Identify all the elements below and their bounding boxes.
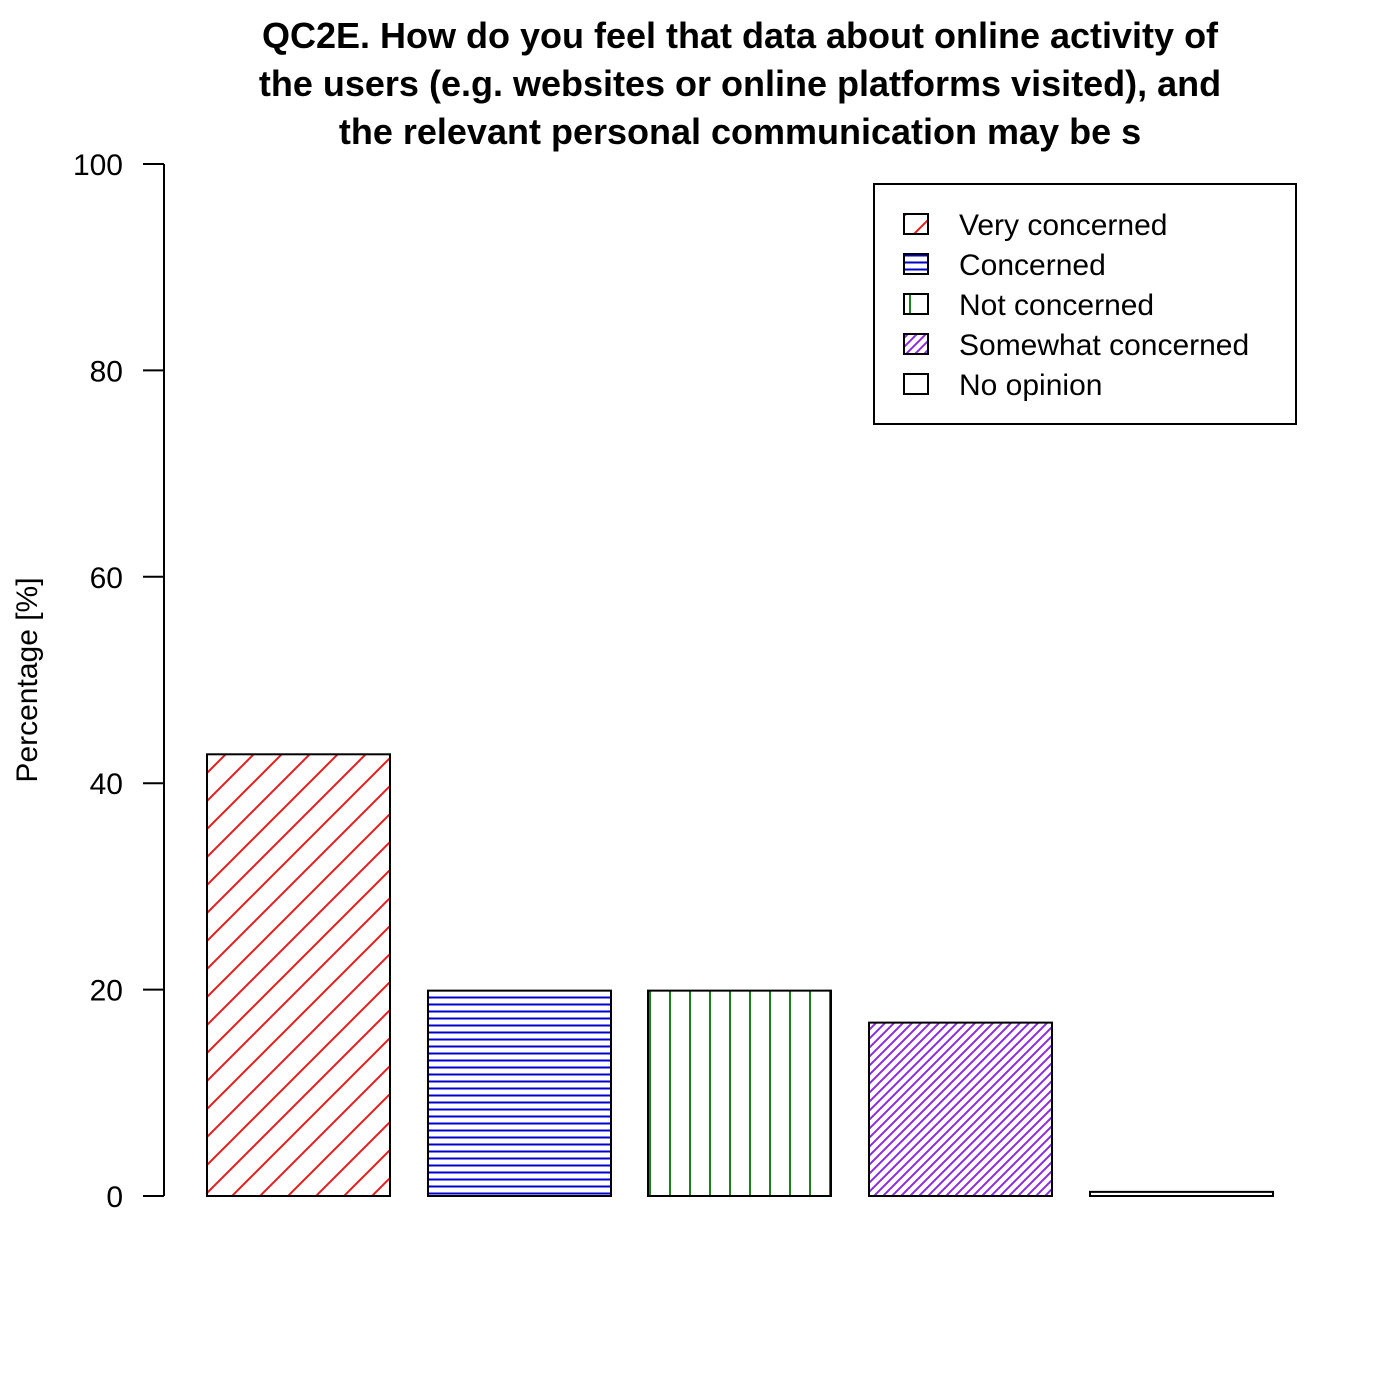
y-axis: 0 20 40 60 80 100 <box>73 149 165 1214</box>
y-tick-label: 0 <box>106 1181 123 1214</box>
y-tick-label: 80 <box>90 355 123 388</box>
legend-label: No opinion <box>959 369 1102 402</box>
legend-label: Very concerned <box>959 209 1167 242</box>
legend-swatch-not-concerned <box>903 293 929 315</box>
legend-box <box>873 183 1297 425</box>
bar-not-concerned <box>647 989 832 1198</box>
legend: Very concerned Concerned Not concerned Some… <box>873 183 1297 425</box>
legend-swatch-very-concerned <box>903 213 929 235</box>
chart-title-line-2: the users (e.g. websites or online platf… <box>259 63 1221 104</box>
bar-somewhat-concerned <box>868 1021 1053 1198</box>
legend-swatch-concerned <box>903 253 929 275</box>
y-tick-label: 100 <box>73 149 123 182</box>
y-axis-label: Percentage [%] <box>11 577 44 782</box>
legend-label: Concerned <box>959 249 1106 282</box>
legend-label: Somewhat concerned <box>959 329 1249 362</box>
y-tick-label: 40 <box>90 768 123 801</box>
y-tick-label: 20 <box>90 975 123 1008</box>
legend-swatch-somewhat-concerned <box>903 333 929 355</box>
legend-swatch-no-opinion <box>903 373 929 395</box>
chart-title-line-3: the relevant personal communication may … <box>339 111 1141 152</box>
y-tick-label: 60 <box>90 562 123 595</box>
bar-very-concerned <box>206 753 391 1198</box>
legend-label: Not concerned <box>959 289 1154 322</box>
bar-concerned <box>427 989 612 1198</box>
bars-group <box>206 753 1274 1198</box>
chart-title-line-1: QC2E. How do you feel that data about on… <box>262 15 1219 56</box>
bar-no-opinion <box>1089 1190 1274 1197</box>
